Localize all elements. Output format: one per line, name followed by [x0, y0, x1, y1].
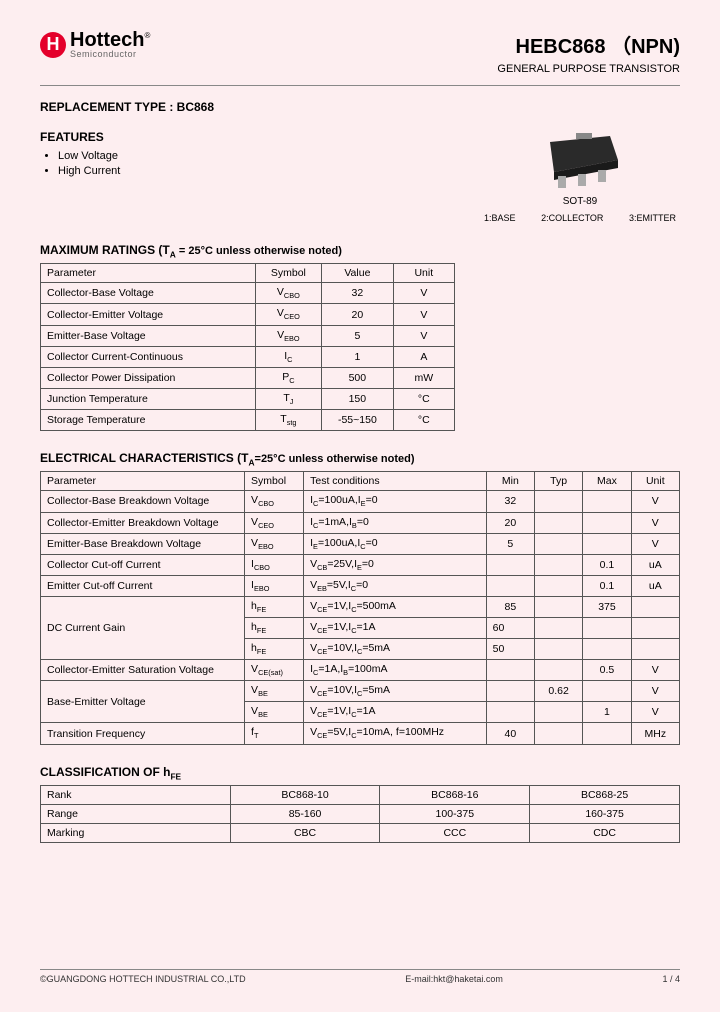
footer: ©GUANGDONG HOTTECH INDUSTRIAL CO.,LTD E-… [40, 969, 680, 984]
classification-title: CLASSIFICATION OF hFE [40, 765, 680, 781]
header-divider [40, 85, 680, 86]
part-number: HEBC868 （NPN) [497, 30, 680, 59]
table-row: Collector-Emitter VoltageVCEO20V [41, 304, 455, 325]
table-header: Parameter [41, 264, 256, 283]
table-row: Collector Cut-off CurrentICBOVCB=25V,IE=… [41, 554, 680, 575]
table-row: Range85-160100-375160-375 [41, 804, 680, 823]
logo-sub: Semiconductor [70, 50, 150, 59]
table-row: Collector-Emitter Breakdown VoltageVCEOI… [41, 512, 680, 533]
logo-main: Hottech [70, 29, 144, 51]
table-header: Min [486, 472, 534, 491]
package-pins: 1:BASE 2:COLLECTOR 3:EMITTER [480, 213, 680, 223]
table-header: Test conditions [304, 472, 487, 491]
replacement-type: REPLACEMENT TYPE : BC868 [40, 100, 680, 114]
package-icon [530, 130, 630, 190]
footer-mid: E-mail:hkt@haketai.com [405, 974, 503, 984]
table-row: Emitter-Base Breakdown VoltageVEBOIE=100… [41, 533, 680, 554]
table-header: BC868-16 [380, 785, 530, 804]
table-header: Symbol [245, 472, 304, 491]
table-row: Junction TemperatureTJ150°C [41, 388, 455, 409]
footer-right: 1 / 4 [662, 974, 680, 984]
elec-table: ParameterSymbolTest conditionsMinTypMaxU… [40, 471, 680, 744]
elec-title: ELECTRICAL CHARACTERISTICS (TA=25°C unle… [40, 451, 680, 467]
logo-icon: H [40, 32, 66, 58]
classification-table: RankBC868-10BC868-16BC868-25Range85-1601… [40, 785, 680, 843]
pin-label: 1:BASE [484, 213, 516, 223]
feature-item: High Current [58, 165, 480, 177]
header: H Hottech® Semiconductor HEBC868 （NPN) G… [40, 30, 680, 81]
max-ratings-table: ParameterSymbolValueUnitCollector-Base V… [40, 263, 455, 431]
table-header: Unit [631, 472, 679, 491]
package-name: SOT-89 [480, 196, 680, 207]
features-list: Low Voltage High Current [40, 150, 480, 177]
table-row: Collector-Emitter Saturation VoltageVCE(… [41, 660, 680, 681]
table-row: DC Current GainhFEVCE=1V,IC=500mA85375 [41, 596, 680, 617]
table-row: Collector Power DissipationPC500mW [41, 367, 455, 388]
package-block: SOT-89 1:BASE 2:COLLECTOR 3:EMITTER [480, 130, 680, 223]
table-header: Typ [534, 472, 582, 491]
table-header: Unit [393, 264, 454, 283]
table-row: Collector Current-ContinuousIC1A [41, 346, 455, 367]
feature-item: Low Voltage [58, 150, 480, 162]
table-header: Symbol [255, 264, 321, 283]
table-row: Emitter Cut-off CurrentIEBOVEB=5V,IC=00.… [41, 575, 680, 596]
table-row: Collector-Base VoltageVCBO32V [41, 283, 455, 304]
table-header: Max [583, 472, 631, 491]
features-title: FEATURES [40, 130, 480, 144]
subtitle: GENERAL PURPOSE TRANSISTOR [497, 63, 680, 75]
logo: H Hottech® Semiconductor [40, 30, 150, 59]
table-header: BC868-25 [530, 785, 680, 804]
table-row: Storage TemperatureTstg-55~150°C [41, 409, 455, 430]
table-header: Parameter [41, 472, 245, 491]
table-header: Rank [41, 785, 231, 804]
table-row: Emitter-Base VoltageVEBO5V [41, 325, 455, 346]
footer-left: ©GUANGDONG HOTTECH INDUSTRIAL CO.,LTD [40, 974, 246, 984]
table-header: Value [322, 264, 394, 283]
pin-label: 2:COLLECTOR [541, 213, 603, 223]
table-row: MarkingCBCCCCCDC [41, 823, 680, 842]
table-header: BC868-10 [230, 785, 380, 804]
pin-label: 3:EMITTER [629, 213, 676, 223]
max-ratings-title: MAXIMUM RATINGS (TA = 25°C unless otherw… [40, 243, 680, 259]
table-row: Collector-Base Breakdown VoltageVCBOIC=1… [41, 491, 680, 512]
table-row: Transition FrequencyfTVCE=5V,IC=10mA, f=… [41, 723, 680, 744]
table-row: Base-Emitter VoltageVBEVCE=10V,IC=5mA0.6… [41, 681, 680, 702]
